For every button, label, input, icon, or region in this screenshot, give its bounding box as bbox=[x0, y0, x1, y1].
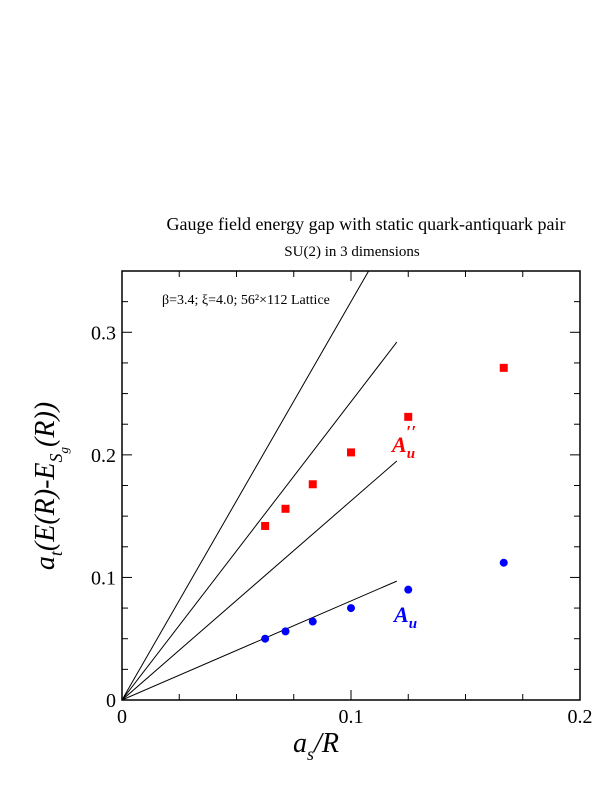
chart-title: Gauge field energy gap with static quark… bbox=[166, 214, 565, 234]
x-tick-label: 0.1 bbox=[339, 706, 364, 728]
x-tick-label: 0.2 bbox=[568, 706, 593, 728]
y-tick-label: 0.3 bbox=[91, 322, 116, 344]
tick-labels: 0 0.1 0.2 0 0.1 0.2 0.3 bbox=[91, 322, 593, 728]
plot-frame bbox=[121, 270, 581, 701]
y-tick-label: 0 bbox=[106, 690, 116, 712]
point-square bbox=[404, 412, 413, 421]
fit-lines bbox=[122, 271, 398, 700]
y-tick-label: 0.2 bbox=[91, 445, 116, 467]
fit-line bbox=[122, 271, 370, 700]
lattice-annotation: β=3.4; ξ=4.0; 56²×112 Lattice bbox=[162, 293, 330, 308]
axis-ticks bbox=[121, 270, 581, 701]
point-square bbox=[308, 480, 317, 489]
fit-line bbox=[122, 580, 397, 700]
point-square bbox=[499, 363, 508, 372]
point-square bbox=[261, 521, 270, 530]
series-label-au-double-prime: Au′′ bbox=[390, 422, 416, 462]
chart-subtitle: SU(2) in 3 dimensions bbox=[284, 244, 420, 260]
point-circle bbox=[499, 558, 508, 567]
point-circle bbox=[347, 604, 355, 613]
y-tick-label: 0.1 bbox=[91, 567, 116, 589]
point-circle bbox=[404, 585, 413, 594]
y-axis-label: at(E(R)-ESg(R)) bbox=[30, 402, 71, 570]
point-square bbox=[281, 504, 290, 513]
fit-line bbox=[122, 341, 398, 700]
point-circle bbox=[261, 634, 270, 643]
data-points bbox=[261, 363, 508, 643]
series-label-au: Au bbox=[392, 602, 417, 632]
x-tick-label: 0 bbox=[117, 706, 127, 728]
point-circle bbox=[281, 627, 290, 636]
point-circle bbox=[308, 617, 317, 626]
fit-line bbox=[122, 460, 398, 700]
x-axis-label: as/R bbox=[293, 728, 339, 764]
point-square bbox=[347, 448, 355, 457]
